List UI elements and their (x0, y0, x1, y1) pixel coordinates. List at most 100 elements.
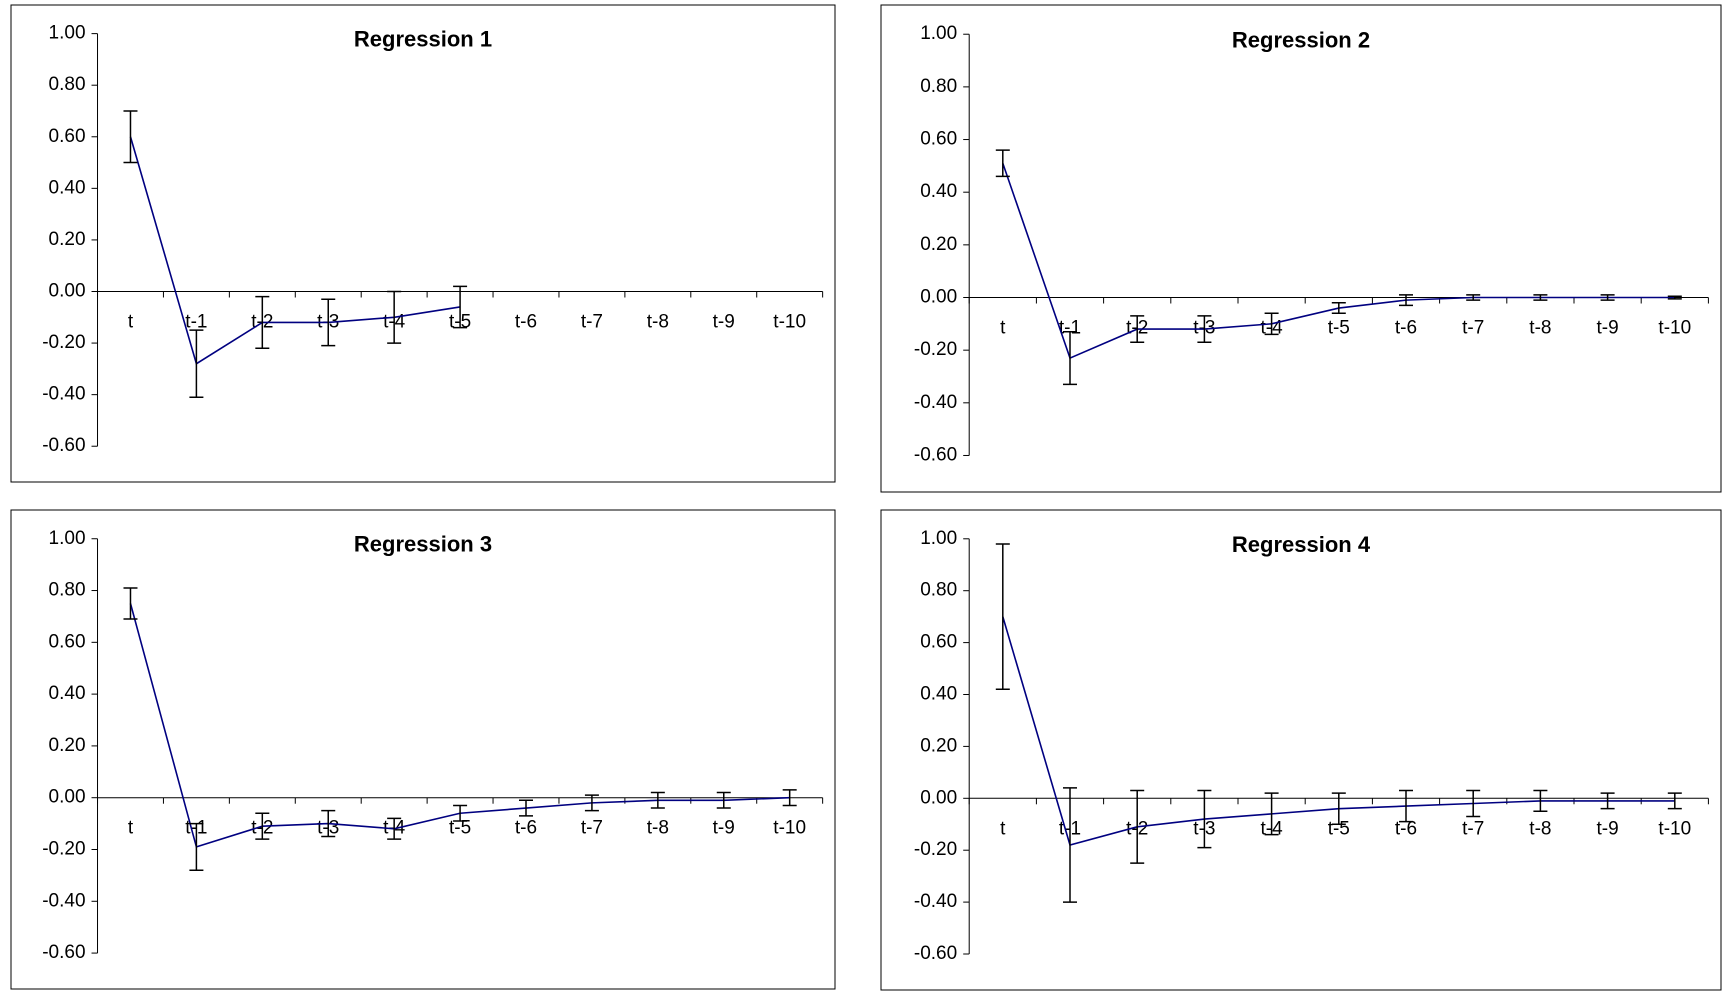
error-bar (1264, 792, 1279, 836)
error-bar (1197, 789, 1212, 849)
y-tick-label: 0.20 (920, 735, 957, 756)
x-tick-label: t-1 (1059, 318, 1081, 339)
y-tick-label: 0.20 (920, 234, 957, 255)
x-tick-label: t-1 (185, 312, 207, 333)
y-tick-label: 0.60 (49, 631, 86, 652)
x-tick-label: t-8 (1529, 318, 1551, 339)
error-bar (650, 791, 665, 809)
x-tick-label: t (1000, 318, 1006, 339)
y-tick-label: -0.40 (914, 891, 957, 912)
error-bar (1399, 294, 1413, 307)
error-bar (453, 804, 468, 822)
y-tick-label: 0.80 (49, 580, 86, 601)
y-tick-label: -0.60 (42, 435, 85, 456)
y-tick-label: -0.60 (42, 942, 85, 963)
error-bar (321, 298, 336, 347)
y-tick-label: 0.40 (49, 683, 86, 704)
y-tick-label: 1.00 (920, 528, 957, 549)
panel-frame (880, 509, 1722, 991)
x-tick-label: t-6 (515, 312, 537, 333)
error-bar (1533, 789, 1548, 813)
x-tick-label: t-7 (1462, 318, 1484, 339)
x-tick-label: t-6 (515, 818, 537, 839)
x-tick-label: t-7 (581, 312, 603, 333)
x-tick-label: t-8 (647, 818, 669, 839)
x-tick-label: t-6 (1395, 818, 1417, 839)
error-bar (1466, 789, 1481, 818)
x-tick-label: t-9 (1597, 818, 1619, 839)
y-tick-label: 0.80 (920, 76, 957, 97)
error-bar (1197, 315, 1212, 344)
x-tick-label: t-9 (713, 312, 735, 333)
y-tick-label: -0.40 (42, 890, 85, 911)
x-tick-label: t (128, 312, 134, 333)
error-bar (1600, 294, 1615, 301)
y-tick-label: 0.00 (920, 787, 957, 808)
y-tick-label: -0.60 (914, 444, 957, 465)
error-bar (1667, 295, 1682, 300)
y-tick-label: 1.00 (920, 23, 957, 44)
error-bar (584, 794, 599, 812)
error-bar (453, 285, 468, 329)
chart-title: Regression 1 (354, 27, 492, 52)
y-tick-label: 0.00 (49, 281, 86, 302)
y-tick-label: 0.60 (920, 129, 957, 150)
error-bar (189, 822, 204, 871)
error-bar (1063, 330, 1077, 386)
error-bar (387, 817, 402, 840)
error-bar (255, 812, 270, 840)
x-tick-label: t (1000, 818, 1006, 839)
x-tick-label: t-7 (581, 818, 603, 839)
error-bar (1063, 787, 1077, 903)
y-tick-label: -0.60 (914, 943, 957, 964)
x-tick-label: t-5 (449, 818, 471, 839)
error-bar (1331, 302, 1346, 315)
x-tick-label: t-10 (1658, 818, 1691, 839)
error-bar (123, 110, 138, 164)
error-bar (1399, 789, 1413, 823)
x-tick-label: t-6 (1395, 318, 1417, 339)
error-bar (995, 149, 1010, 178)
panel-frame (10, 4, 836, 483)
error-bar (387, 290, 402, 344)
y-tick-label: 0.60 (920, 632, 957, 653)
error-bar (1264, 312, 1279, 336)
x-tick-label: t-9 (713, 818, 735, 839)
error-bar (1331, 792, 1346, 825)
error-bar (716, 791, 731, 809)
error-bar (123, 587, 138, 620)
error-bar (782, 789, 797, 807)
chart-title: Regression 4 (1232, 532, 1371, 557)
x-tick-label: t-10 (1658, 318, 1691, 339)
y-tick-label: -0.20 (42, 332, 85, 353)
x-tick-label: t (128, 818, 134, 839)
y-tick-label: -0.20 (914, 339, 957, 360)
y-tick-label: -0.40 (914, 392, 957, 413)
y-tick-label: 0.80 (49, 74, 86, 95)
y-tick-label: 0.40 (920, 684, 957, 705)
error-bar (1466, 294, 1481, 301)
y-tick-label: 0.40 (920, 181, 957, 202)
y-tick-label: 1.00 (49, 23, 86, 44)
y-tick-label: 0.40 (49, 177, 86, 198)
panel-frame (10, 509, 836, 990)
y-tick-label: 0.60 (49, 126, 86, 147)
y-tick-label: -0.40 (42, 384, 85, 405)
x-tick-label: t-10 (773, 312, 806, 333)
error-bar (1130, 315, 1145, 344)
error-bar (995, 543, 1010, 691)
y-tick-label: 0.00 (920, 287, 957, 308)
x-tick-label: t-9 (1597, 318, 1619, 339)
error-bar (1600, 792, 1615, 810)
x-tick-label: t-8 (1529, 818, 1551, 839)
error-bar (1667, 792, 1682, 810)
chart-title: Regression 2 (1232, 27, 1370, 52)
y-tick-label: 0.80 (920, 580, 957, 601)
chart-title: Regression 3 (354, 532, 492, 557)
y-tick-label: 0.00 (49, 787, 86, 808)
y-tick-label: 0.20 (49, 229, 86, 250)
x-tick-label: t-5 (1328, 318, 1350, 339)
panel-frame (880, 4, 1722, 493)
y-tick-label: 1.00 (49, 528, 86, 549)
